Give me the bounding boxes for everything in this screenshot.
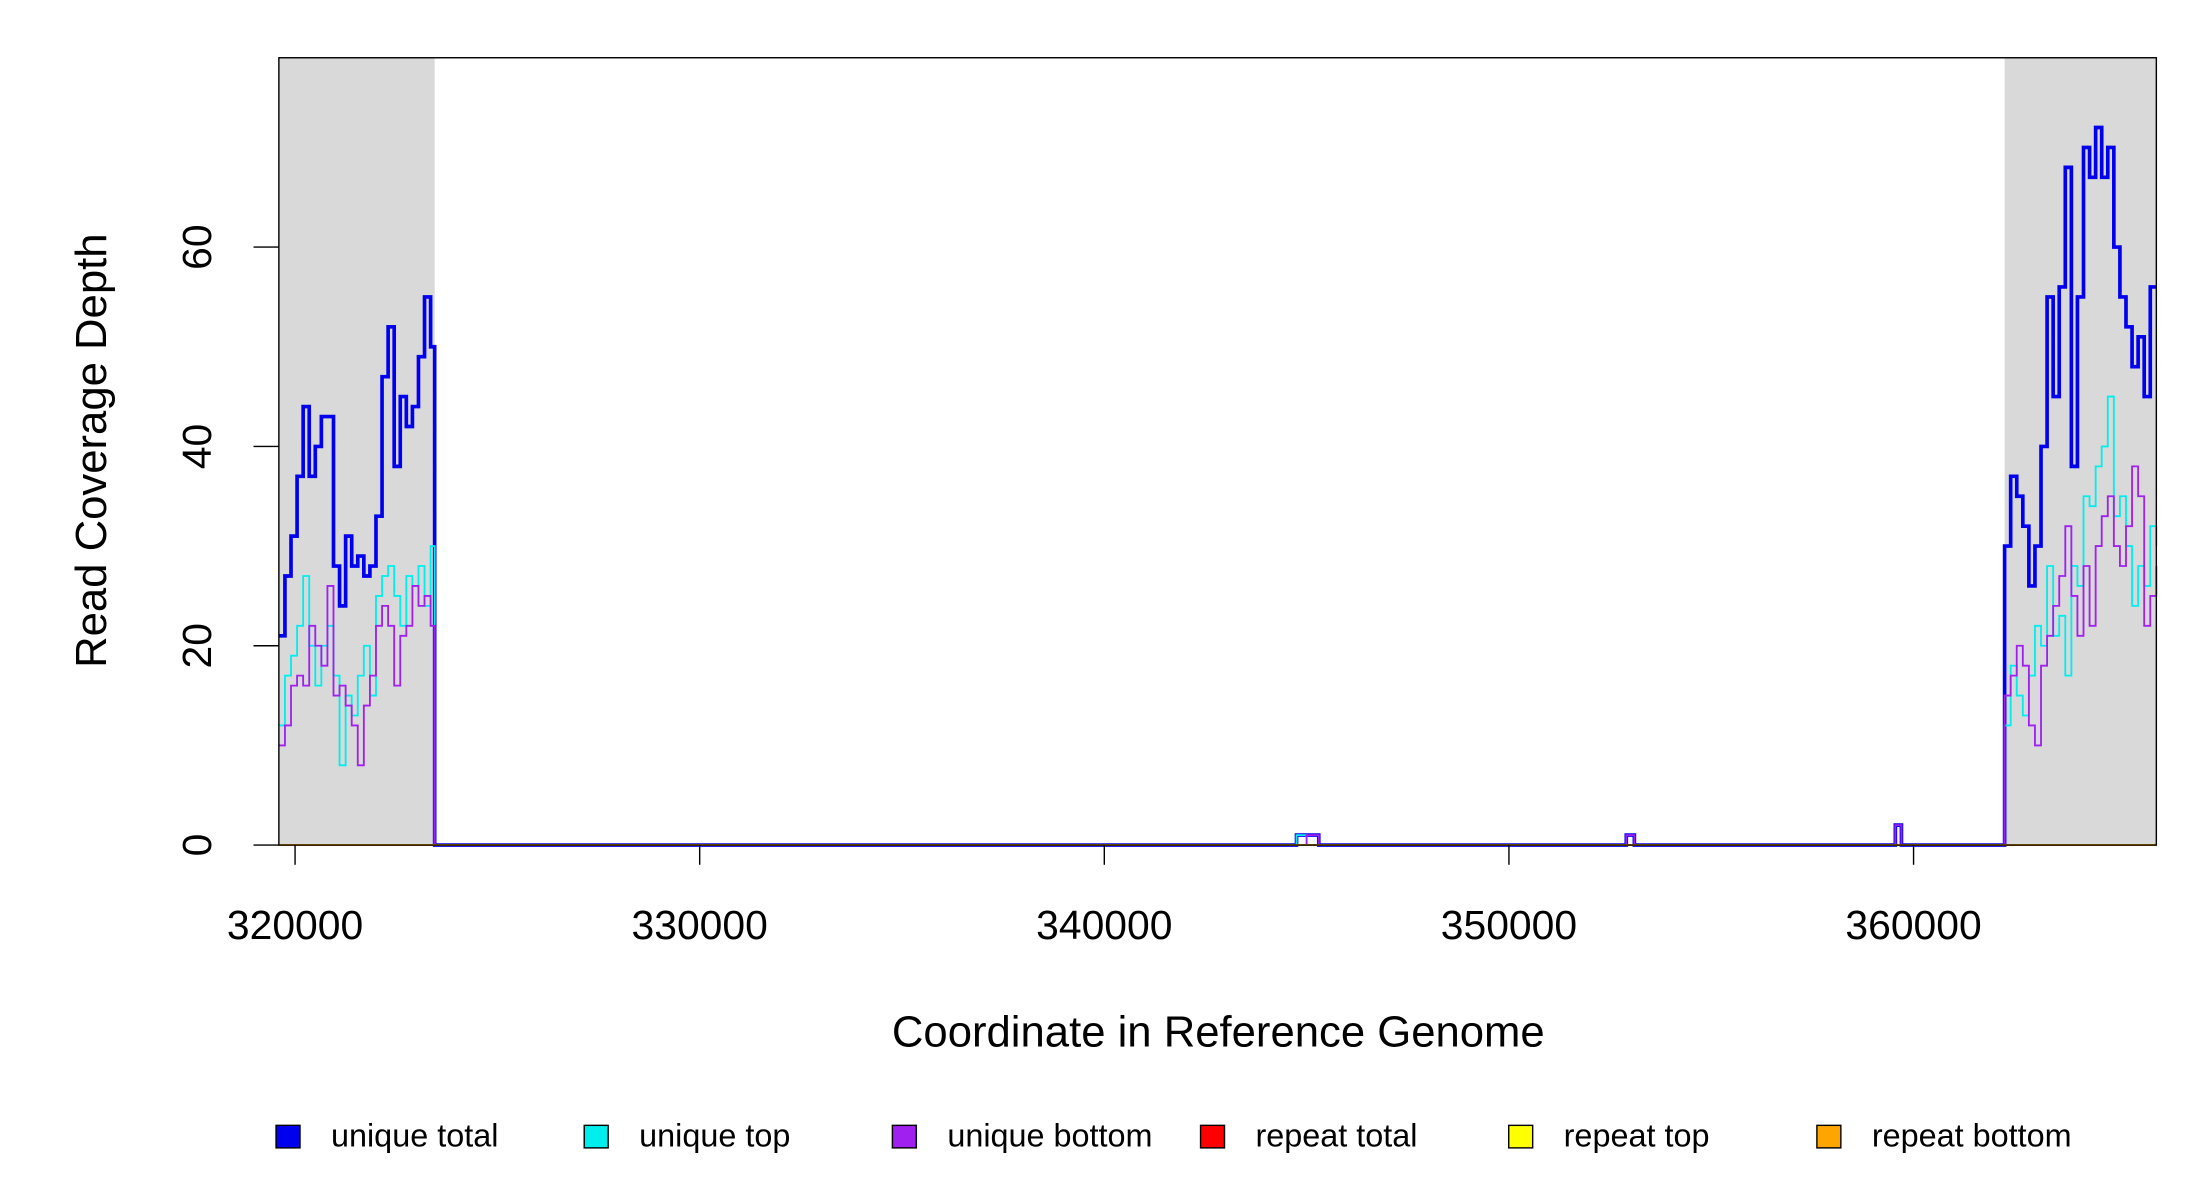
legend-label: unique top: [639, 1118, 790, 1154]
series-line: [278, 395, 2158, 846]
legend-label: unique bottom: [947, 1118, 1152, 1154]
series-line: [278, 465, 2158, 846]
legend-swatch: [275, 1124, 301, 1149]
x-tick-label: 340000: [1036, 902, 1172, 948]
legend-label: repeat bottom: [1872, 1118, 2072, 1154]
legend-swatch: [1508, 1124, 1534, 1149]
legend-label: repeat total: [1255, 1118, 1417, 1154]
shaded-region: [2004, 57, 2157, 846]
x-axis-label: Coordinate in Reference Genome: [892, 1008, 1545, 1057]
y-tick-label: 40: [174, 424, 220, 469]
legend-swatch: [891, 1124, 918, 1149]
x-tick-label: 330000: [632, 902, 768, 948]
y-tick-label: 0: [174, 834, 220, 857]
y-tick-label: 20: [174, 623, 220, 668]
x-tick-label: 350000: [1441, 902, 1577, 948]
legend-label: repeat top: [1564, 1118, 1710, 1154]
x-tick-label: 360000: [1845, 902, 1981, 948]
plot-frame: [278, 57, 2158, 846]
legend-label: unique total: [331, 1118, 498, 1154]
y-tick-label: 60: [174, 224, 220, 269]
legend-swatch: [1816, 1124, 1842, 1149]
x-tick-label: 320000: [227, 902, 363, 948]
legend-swatch: [1199, 1124, 1226, 1149]
legend-swatch: [583, 1124, 609, 1149]
y-axis-label: Read Coverage Depth: [67, 233, 116, 667]
series-line: [278, 125, 2157, 847]
